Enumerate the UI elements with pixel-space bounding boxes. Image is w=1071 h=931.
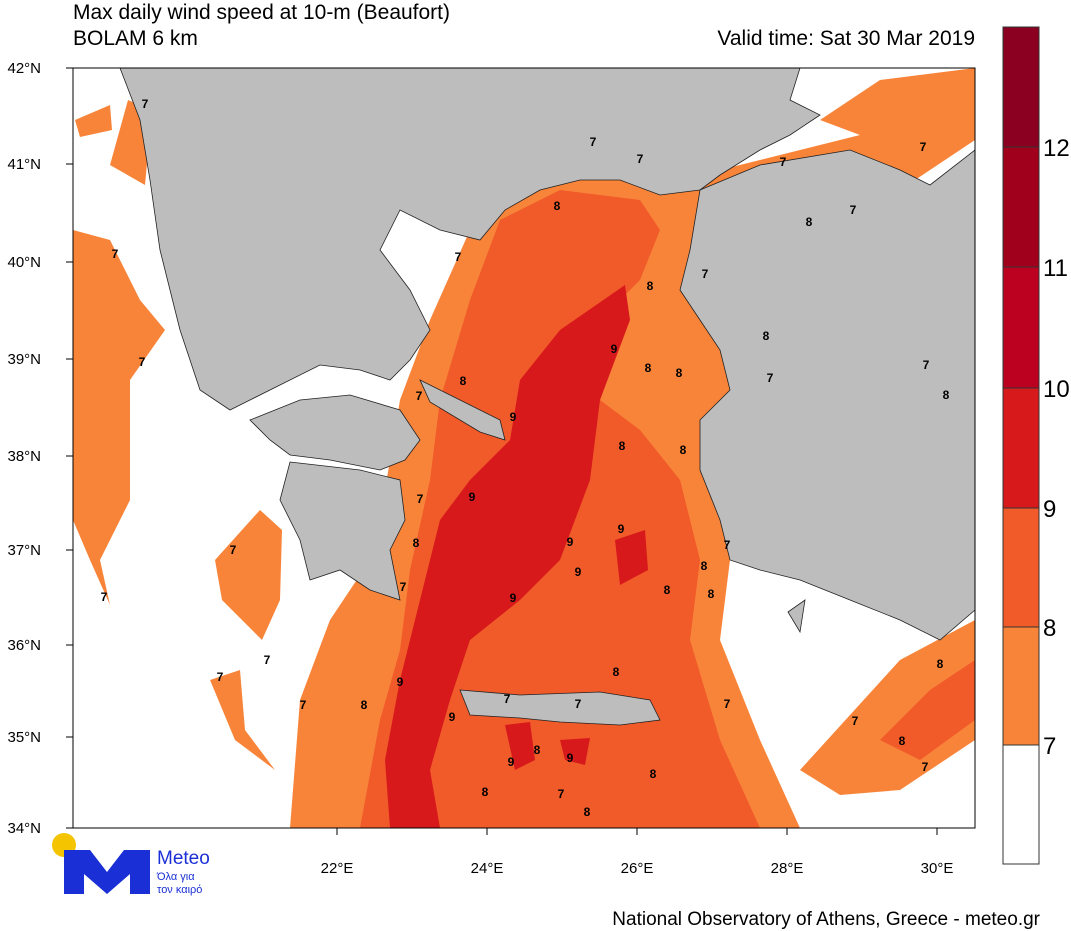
contour-label: 7 [230,543,237,557]
colorbar-label: 9 [1043,496,1056,523]
contour-label: 7 [767,371,774,385]
contour-label: 7 [922,760,929,774]
contour-label: 7 [139,355,146,369]
contour-label: 9 [510,410,517,424]
valid-time: Valid time: Sat 30 Mar 2019 [717,27,975,50]
contour-label: 7 [101,590,108,604]
contour-label: 8 [708,587,715,601]
logo-tagline: Όλα για [156,871,195,883]
contour-label: 7 [852,714,859,728]
contour-label: 7 [850,203,857,217]
contour-label: 9 [611,342,618,356]
contour-label: 7 [504,692,511,706]
contour-label: 8 [650,767,657,781]
contour-label: 8 [806,215,813,229]
contour-label: 7 [923,358,930,372]
subtitle: BOLAM 6 km [73,27,198,50]
contour-label: 8 [647,279,654,293]
lon-label: 30°E [921,860,954,877]
logo-tagline: τον καιρό [157,884,202,896]
contour-label: 9 [510,591,517,605]
lat-label: 39°N [7,351,41,368]
lat-label: 41°N [7,156,41,173]
contour-label: 9 [469,490,476,504]
contour-label: 7 [558,787,565,801]
lon-label: 24°E [471,860,504,877]
lat-label: 34°N [7,820,41,837]
contour-label: 8 [613,665,620,679]
contour-label: 7 [142,97,149,111]
contour-label: 7 [300,698,307,712]
contour-label: 7 [724,538,731,552]
contour-label: 9 [618,522,625,536]
contour-label: 8 [584,805,591,819]
contour-label: 9 [567,751,574,765]
contour-label: 8 [413,536,420,550]
title: Max daily wind speed at 10-m (Beaufort) [73,1,450,24]
contour-label: 7 [417,492,424,506]
contour-label: 8 [664,583,671,597]
contour-label: 8 [676,366,683,380]
lat-label: 38°N [7,448,41,465]
contour-label: 7 [780,155,787,169]
wind-9-10 [385,285,648,828]
contour-label: 8 [763,329,770,343]
lon-label: 28°E [771,860,804,877]
footer: National Observatory of Athens, Greece -… [612,909,1040,930]
contour-label: 7 [702,267,709,281]
contour-label: 7 [416,389,423,403]
colorbar-labels: 7 8 9 10 11 12 [1043,135,1070,760]
colorbar [1002,26,1040,865]
logo: Meteo Όλα για τον καιρό [50,832,230,898]
colorbar-label: 7 [1043,733,1056,760]
contour-label: 8 [680,443,687,457]
map-frame [72,67,976,829]
colorbar-label: 12 [1043,135,1070,162]
colorbar-label: 8 [1043,615,1056,642]
contour-label: 8 [899,734,906,748]
contour-label: 7 [920,140,927,154]
contour-label: 7 [217,670,224,684]
contour-label: 9 [575,565,582,579]
lon-label: 22°E [321,860,354,877]
axes: 42°N 41°N 40°N 39°N 38°N 37°N 36°N 35°N 34°N 22°E… [7,60,953,877]
lat-label: 35°N [7,729,41,746]
contour-label: 8 [460,374,467,388]
contour-label: 8 [554,199,561,213]
colorbar-label: 11 [1043,255,1068,282]
contour-label: 7 [637,152,644,166]
lon-label: 26°E [621,860,654,877]
contour-label: 8 [619,439,626,453]
contour-label: 8 [482,785,489,799]
logo-name: Meteo [157,848,210,869]
contour-label: 8 [937,657,944,671]
contour-label: 7 [590,135,597,149]
contour-label: 9 [567,535,574,549]
lat-label: 40°N [7,254,41,271]
contour-label: 7 [400,580,407,594]
contour-label: 7 [112,247,119,261]
contour-label: 9 [508,755,515,769]
land [119,68,975,726]
contour-label: 8 [701,559,708,573]
contour-label: 9 [449,710,456,724]
contour-label: 8 [361,698,368,712]
contour-label: 8 [645,361,652,375]
contour-label: 8 [943,388,950,402]
lat-label: 36°N [7,637,41,654]
lat-label: 42°N [7,60,41,77]
contour-label: 7 [264,653,271,667]
contour-label: 8 [534,743,541,757]
contour-label: 9 [397,675,404,689]
contour-label: 7 [575,697,582,711]
contour-label: 7 [724,697,731,711]
lat-label: 37°N [7,542,41,559]
colorbar-label: 10 [1043,376,1070,403]
contour-label: 7 [455,250,462,264]
